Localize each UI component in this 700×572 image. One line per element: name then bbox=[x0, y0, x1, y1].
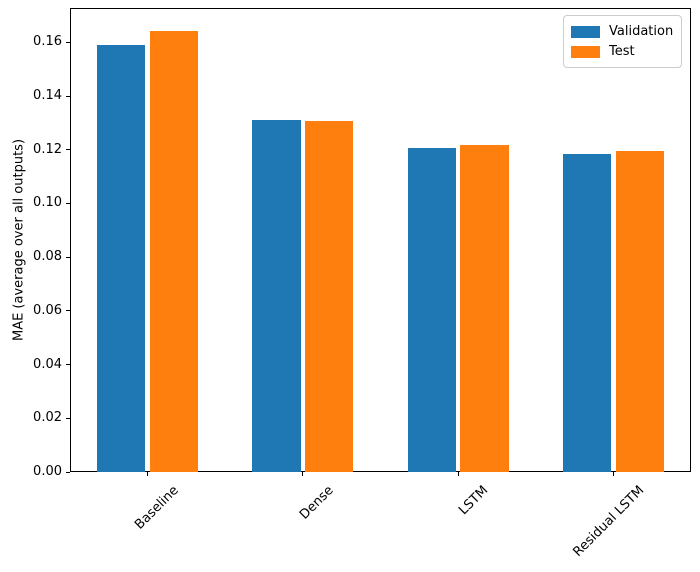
bar-test-dense bbox=[305, 120, 354, 472]
legend: Validation Test bbox=[563, 15, 682, 68]
legend-item-validation: Validation bbox=[571, 23, 673, 40]
bar-validation-baseline bbox=[97, 45, 146, 472]
test-color-swatch bbox=[571, 45, 600, 58]
x-tick-mark bbox=[302, 472, 304, 476]
y-tick-label: 0.08 bbox=[33, 249, 62, 265]
x-tick-label-baseline: Baseline bbox=[131, 483, 182, 533]
y-tick-label: 0.12 bbox=[33, 141, 62, 157]
y-tick-mark bbox=[66, 95, 70, 97]
y-tick-label: 0.00 bbox=[33, 464, 62, 479]
bar-test-residual-lstm bbox=[615, 151, 664, 472]
y-tick-mark bbox=[66, 41, 70, 43]
legend-item-test: Test bbox=[571, 43, 673, 60]
y-tick-mark bbox=[66, 471, 70, 473]
x-tick-label-lstm: LSTM bbox=[456, 483, 492, 519]
y-tick-label: 0.06 bbox=[33, 302, 62, 318]
validation-color-swatch bbox=[571, 25, 600, 38]
y-tick-mark bbox=[66, 310, 70, 312]
y-tick-label: 0.04 bbox=[33, 356, 62, 372]
bar-validation-residual-lstm bbox=[562, 154, 612, 472]
x-tick-label-dense: Dense bbox=[296, 483, 337, 523]
x-tick-mark bbox=[612, 472, 614, 476]
legend-label-test: Test bbox=[609, 44, 635, 59]
x-tick-mark bbox=[147, 472, 149, 476]
y-tick-mark bbox=[66, 202, 70, 204]
x-tick-label-residual-lstm: Residual LSTM bbox=[570, 483, 647, 560]
y-tick-mark bbox=[66, 364, 70, 366]
y-tick-label: 0.02 bbox=[33, 410, 62, 426]
legend-label-validation: Validation bbox=[609, 24, 674, 39]
bar-test-lstm bbox=[460, 144, 509, 472]
bar-validation-dense bbox=[252, 119, 301, 472]
y-tick-label: 0.14 bbox=[33, 88, 62, 104]
bar-validation-lstm bbox=[407, 148, 456, 472]
y-tick-mark bbox=[66, 417, 70, 419]
bar-test-baseline bbox=[149, 30, 199, 472]
y-tick-mark bbox=[66, 149, 70, 151]
y-tick-label: 0.16 bbox=[33, 34, 62, 50]
y-tick-mark bbox=[66, 256, 70, 258]
x-tick-mark bbox=[457, 472, 459, 476]
y-tick-label: 0.10 bbox=[33, 195, 62, 211]
